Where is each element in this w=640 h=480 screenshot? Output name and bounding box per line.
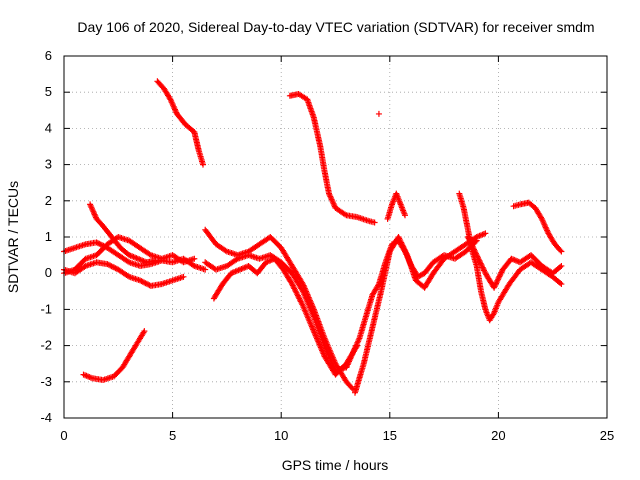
y-tick-label: 5	[45, 84, 52, 99]
y-tick-label: -4	[40, 410, 52, 425]
tick-labels: 0 5 10 15 20 25 -4 -3 -2 -1 0 1 2 3 4 5 6	[40, 48, 614, 443]
data-point	[200, 161, 207, 168]
data-point	[371, 219, 378, 226]
data-point	[469, 242, 475, 249]
data-point	[482, 230, 489, 237]
x-tick-label: 5	[169, 428, 176, 443]
data-point	[558, 262, 565, 269]
data-point	[557, 264, 564, 270]
x-tick-label: 15	[383, 428, 397, 443]
x-tick-label: 20	[491, 428, 505, 443]
y-tick-label: 3	[45, 157, 52, 172]
y-axis-label: SDTVAR / TECUs	[5, 181, 21, 293]
data-point	[191, 255, 198, 262]
data-point	[180, 273, 187, 280]
data-point	[141, 279, 148, 286]
series-arc-03	[61, 259, 187, 289]
series-arc-08	[202, 252, 350, 374]
data-point	[202, 266, 209, 273]
chart-title: Day 106 of 2020, Sidereal Day-to-day VTE…	[77, 19, 594, 35]
data-point	[557, 280, 564, 286]
series-arc-12	[352, 230, 489, 396]
x-axis-label: GPS time / hours	[282, 457, 389, 473]
data-point	[141, 328, 148, 335]
y-tick-label: -1	[40, 301, 52, 316]
y-tick-label: 1	[45, 229, 52, 244]
series-arc-11	[343, 237, 480, 371]
data-points	[61, 78, 565, 396]
series-arc-16	[510, 199, 565, 255]
series-arc-04	[87, 201, 159, 266]
y-tick-label: 4	[45, 120, 52, 135]
series-arc-06	[154, 78, 207, 168]
y-tick-label: 0	[45, 265, 52, 280]
x-tick-label: 0	[60, 428, 67, 443]
data-point	[558, 281, 565, 288]
plot-frame	[63, 55, 608, 419]
data-point	[477, 260, 484, 267]
data-point	[558, 248, 565, 255]
data-point	[152, 257, 159, 264]
data-point	[402, 212, 409, 219]
series-arc-05	[80, 328, 148, 383]
x-tick-label: 25	[600, 428, 614, 443]
series-arc-15	[465, 234, 565, 291]
y-tick-label: -3	[40, 374, 52, 389]
series-arc-09	[210, 255, 361, 378]
series-arc-13	[384, 190, 409, 222]
data-point	[96, 240, 103, 247]
data-point	[557, 247, 564, 254]
x-tick-label: 10	[274, 428, 288, 443]
data-point	[399, 242, 406, 249]
data-point	[375, 110, 382, 117]
y-tick-label: 6	[45, 48, 52, 63]
y-tick-label: -2	[40, 338, 52, 353]
series-arc-17	[375, 110, 382, 117]
series-arc-10	[286, 91, 378, 226]
y-tick-label: 2	[45, 193, 52, 208]
series-arc-14	[456, 190, 565, 324]
